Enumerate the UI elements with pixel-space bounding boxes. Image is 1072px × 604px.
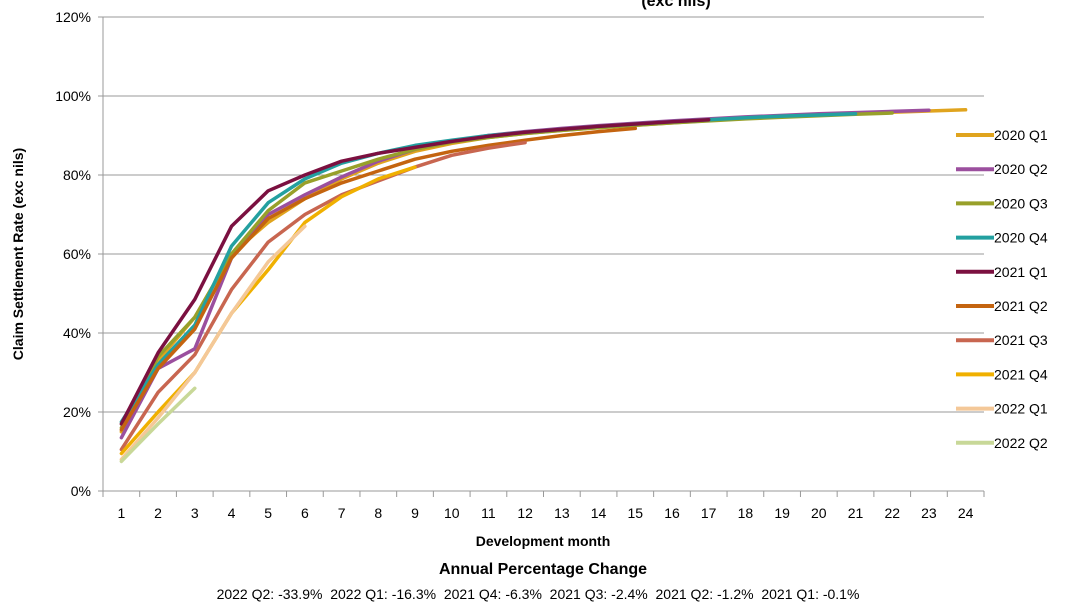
series-line [119,126,638,432]
x-tick-label: 22 [884,505,900,521]
y-tick-label: 20% [63,404,91,420]
x-tick-label: 19 [774,505,790,521]
y-tick-label: 60% [63,246,91,262]
y-tick-label: 0% [71,483,91,499]
x-tick-label: 15 [627,505,643,521]
legend-label: 2022 Q1 [994,401,1048,417]
x-tick-label: 6 [301,505,309,521]
x-tick-label: 8 [374,505,382,521]
y-axis-ticks: 0% 20% 40% 60% 80% 100% 120% [55,9,103,499]
legend-label: 2021 Q4 [994,366,1048,382]
x-tick-label: 23 [921,505,937,521]
x-tick-label: 17 [701,505,717,521]
series-lines [119,108,968,464]
x-tick-label: 1 [117,505,125,521]
y-tick-label: 100% [55,88,91,104]
y-tick-label: 120% [55,9,91,25]
y-tick-label: 40% [63,325,91,341]
legend: 2020 Q1 2020 Q2 2020 Q3 2020 Q4 2021 Q1 2021 … [956,127,1048,451]
x-tick-label: 16 [664,505,680,521]
x-tick-label: 18 [738,505,754,521]
x-tick-label: 24 [958,505,974,521]
series-line [119,140,527,452]
annual-change-title: Annual Percentage Change [439,561,647,578]
legend-label: 2021 Q2 [994,298,1048,314]
x-tick-label: 4 [228,505,236,521]
y-tick-label: 80% [63,167,91,183]
legend-label: 2020 Q3 [994,195,1048,211]
legend-label: 2020 Q4 [994,230,1048,246]
legend-label: 2021 Q3 [994,332,1048,348]
x-tick-label: 13 [554,505,570,521]
series-line [119,111,894,430]
x-tick-label: 3 [191,505,199,521]
series-line [119,112,858,424]
legend-label: 2022 Q2 [994,435,1048,451]
annual-change-values: 2022 Q2: -33.9% 2022 Q1: -16.3% 2021 Q4:… [217,586,860,602]
x-tick-label: 20 [811,505,827,521]
x-tick-label: 5 [264,505,272,521]
x-tick-label: 7 [338,505,346,521]
x-axis-ticks: 1 2 3 4 5 6 7 8 9 10 11 12 13 14 15 16 17 18 19 20 21 22 23 24 [102,491,985,521]
x-tick-label: 14 [591,505,607,521]
series-line [119,224,307,462]
x-axis-title: Development month [476,533,611,549]
series-line [119,386,197,464]
x-tick-label: 2 [154,505,162,521]
legend-label: 2021 Q1 [994,264,1048,280]
series-line [119,165,417,456]
chart-title-fragment: (exc nils) [641,0,710,10]
legend-label: 2020 Q2 [994,161,1048,177]
x-tick-label: 10 [444,505,460,521]
legend-label: 2020 Q1 [994,127,1048,143]
gridlines [103,16,984,413]
x-tick-label: 21 [848,505,864,521]
y-axis-title: Claim Settlement Rate (exc nils) [10,148,26,360]
x-tick-label: 12 [517,505,533,521]
series-line [119,117,711,426]
x-tick-label: 11 [481,505,496,521]
x-tick-label: 9 [411,505,419,521]
